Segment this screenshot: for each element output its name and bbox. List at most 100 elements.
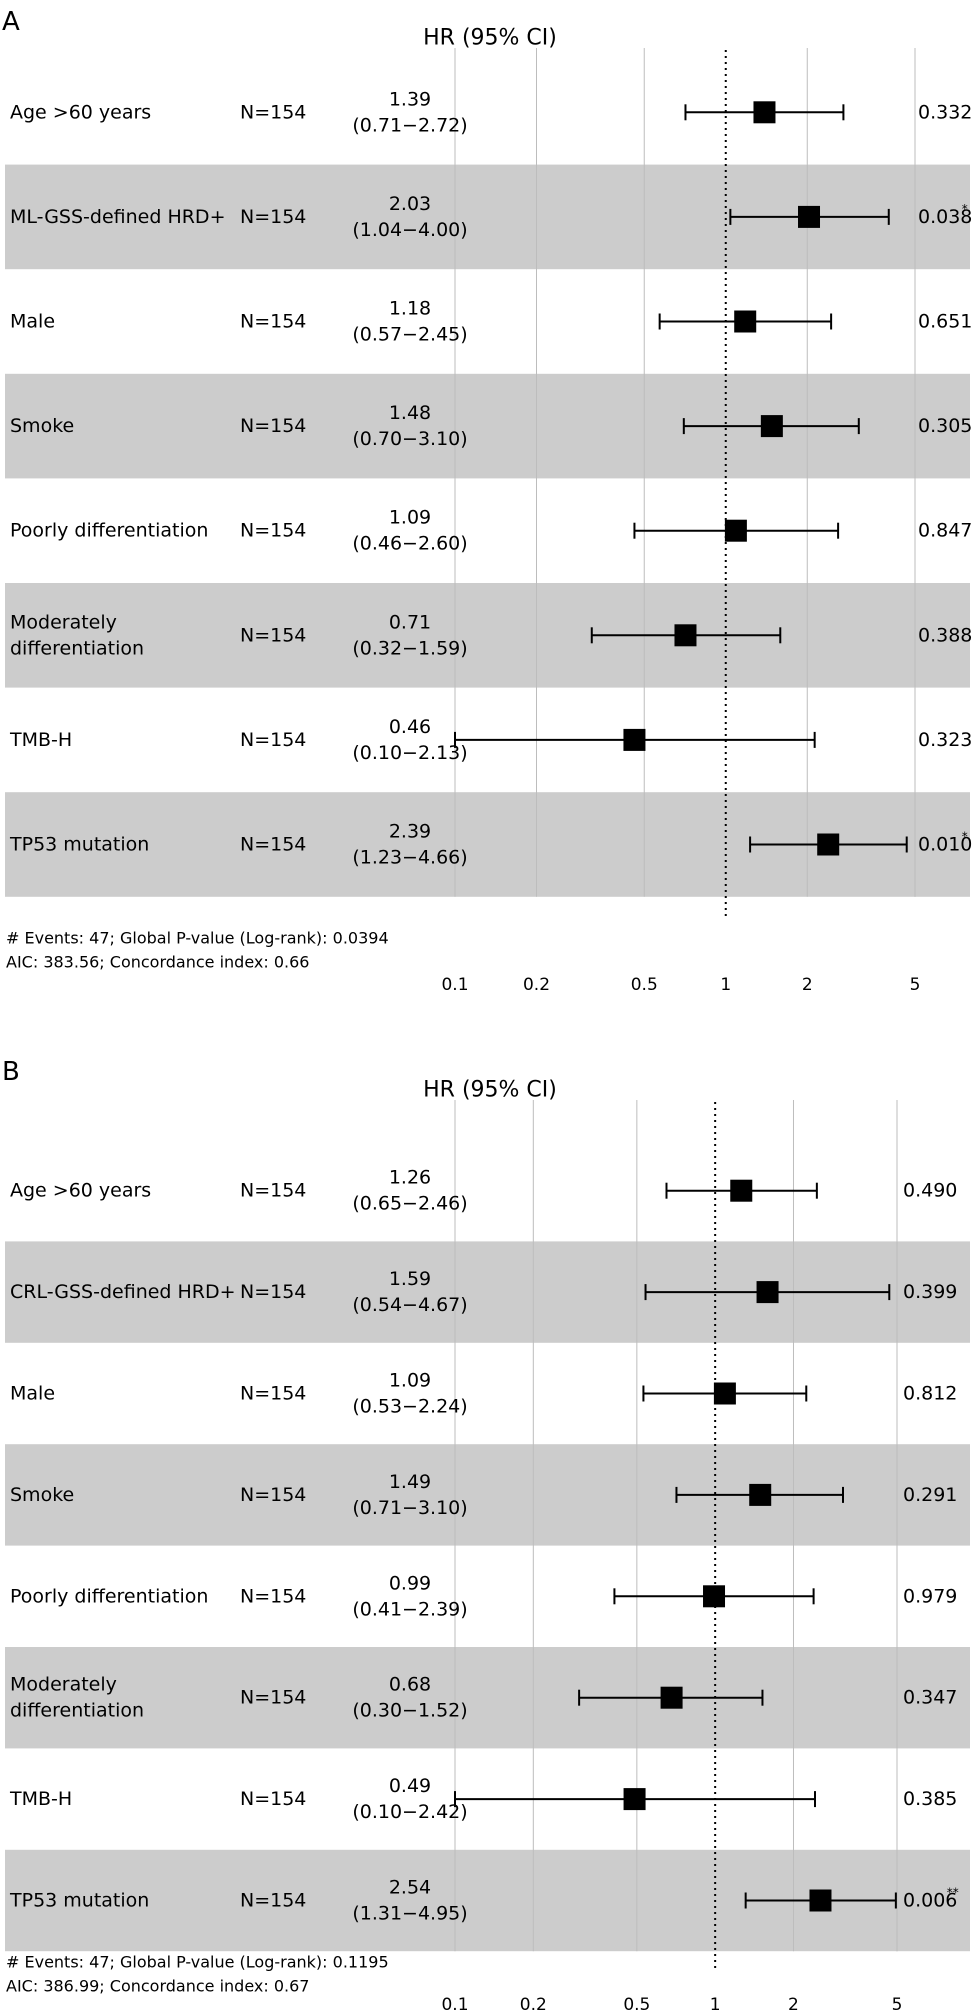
row-n: N=154 [240, 520, 306, 542]
row-ci-value: (0.54−4.67) [352, 1294, 467, 1316]
row-n: N=154 [240, 415, 306, 437]
significance-marker: * [962, 830, 968, 844]
row-p-value: 0.038 [918, 206, 972, 228]
row-ci-value: (0.57−2.45) [352, 324, 467, 346]
significance-marker: ** [947, 1886, 959, 1900]
row-p-value: 0.006 [903, 1890, 957, 1912]
row-n: N=154 [240, 1383, 306, 1405]
hr-point-marker [749, 1483, 772, 1506]
row-p-value: 0.847 [918, 520, 972, 542]
row-label: Smoke [10, 1484, 74, 1506]
row-hr-value: 1.39 [389, 88, 431, 110]
row-ci-value: (0.71−2.72) [352, 114, 467, 136]
hr-point-marker [730, 1179, 753, 1202]
row-p-value: 0.388 [918, 624, 972, 646]
row-n: N=154 [240, 624, 306, 646]
hr-point-marker [713, 1382, 736, 1405]
x-tick-label: 5 [892, 1995, 903, 2014]
hr-point-marker [760, 415, 783, 438]
row-p-value: 0.651 [918, 311, 972, 333]
row-hr-value: 2.54 [389, 1877, 431, 1899]
row-n: N=154 [240, 311, 306, 333]
row-ci-value: (1.23−4.66) [352, 847, 467, 869]
row-hr-value: 1.48 [389, 402, 431, 424]
hr-point-marker [674, 624, 697, 647]
row-label: differentiation [10, 637, 144, 659]
hr-point-marker [817, 833, 840, 856]
x-tick-label: 1 [720, 975, 731, 995]
panel-label: A [2, 7, 20, 37]
row-ci-value: (0.65−2.46) [352, 1193, 467, 1215]
row-hr-value: 1.09 [389, 1370, 431, 1392]
row-ci-value: (0.53−2.24) [352, 1396, 467, 1418]
row-label: Male [10, 1383, 55, 1405]
row-hr-value: 1.49 [389, 1471, 431, 1493]
footer-stat: AIC: 386.99; Concordance index: 0.67 [6, 1977, 309, 1996]
row-label: Moderately [10, 1674, 117, 1696]
row-hr-value: 1.26 [389, 1167, 431, 1189]
row-label: Smoke [10, 415, 74, 437]
row-p-value: 0.332 [918, 101, 972, 123]
x-tick-label: 0.5 [623, 1995, 650, 2014]
row-label: ML-GSS-defined HRD+ [10, 206, 226, 228]
row-p-value: 0.385 [903, 1788, 957, 1810]
x-tick-label: 0.5 [631, 975, 658, 995]
footer-stat: # Events: 47; Global P-value (Log-rank):… [6, 929, 389, 948]
panel-label: B [2, 1057, 20, 1087]
row-label: Poorly differentiation [10, 1585, 208, 1607]
row-p-value: 0.305 [918, 415, 972, 437]
x-tick-label: 0.1 [441, 975, 468, 995]
x-tick-label: 2 [788, 1995, 799, 2014]
x-tick-label: 5 [910, 975, 921, 995]
row-ci-value: (1.31−4.95) [352, 1903, 467, 1925]
x-tick-label: 1 [710, 1995, 721, 2014]
row-ci-value: (0.41−2.39) [352, 1598, 467, 1620]
row-label: TP53 mutation [9, 834, 149, 856]
row-ci-value: (0.30−1.52) [352, 1700, 467, 1722]
row-label: Age >60 years [10, 101, 151, 123]
row-n: N=154 [240, 834, 306, 856]
x-tick-label: 0.2 [520, 1995, 547, 2014]
row-hr-value: 0.68 [389, 1674, 431, 1696]
row-hr-value: 0.99 [389, 1572, 431, 1594]
row-label: Moderately [10, 611, 117, 633]
row-shading [5, 1647, 970, 1749]
row-hr-value: 2.39 [389, 821, 431, 843]
row-label: TMB-H [9, 1788, 72, 1810]
row-p-value: 0.323 [918, 729, 972, 751]
hr-point-marker [756, 1281, 779, 1304]
hr-point-marker [724, 519, 747, 542]
row-label: Poorly differentiation [10, 520, 208, 542]
hr-point-marker [660, 1686, 683, 1709]
row-ci-value: (0.10−2.42) [352, 1801, 467, 1823]
row-n: N=154 [240, 1180, 306, 1202]
row-p-value: 0.979 [903, 1585, 957, 1607]
row-p-value: 0.399 [903, 1281, 957, 1303]
row-label: differentiation [10, 1700, 144, 1722]
row-hr-value: 0.71 [389, 611, 431, 633]
significance-marker: * [962, 202, 968, 216]
row-n: N=154 [240, 1484, 306, 1506]
row-ci-value: (1.04−4.00) [352, 219, 467, 241]
row-p-value: 0.347 [903, 1687, 957, 1709]
footer-stat: # Events: 47; Global P-value (Log-rank):… [6, 1953, 389, 1972]
row-p-value: 0.291 [903, 1484, 957, 1506]
row-hr-value: 0.49 [389, 1775, 431, 1797]
hr-point-marker [809, 1889, 832, 1912]
column-header: HR (95% CI) [423, 1078, 557, 1103]
row-n: N=154 [240, 1281, 306, 1303]
row-n: N=154 [240, 729, 306, 751]
row-p-value: 0.010 [918, 834, 972, 856]
row-ci-value: (0.32−1.59) [352, 637, 467, 659]
footer-stat: AIC: 383.56; Concordance index: 0.66 [6, 953, 309, 972]
hr-point-marker [798, 205, 821, 228]
row-ci-value: (0.46−2.60) [352, 533, 467, 555]
row-p-value: 0.812 [903, 1383, 957, 1405]
row-ci-value: (0.70−3.10) [352, 428, 467, 450]
row-label: Male [10, 311, 55, 333]
row-hr-value: 1.09 [389, 507, 431, 529]
x-tick-label: 0.2 [523, 975, 550, 995]
hr-point-marker [623, 728, 646, 751]
x-tick-label: 0.1 [441, 1995, 468, 2014]
